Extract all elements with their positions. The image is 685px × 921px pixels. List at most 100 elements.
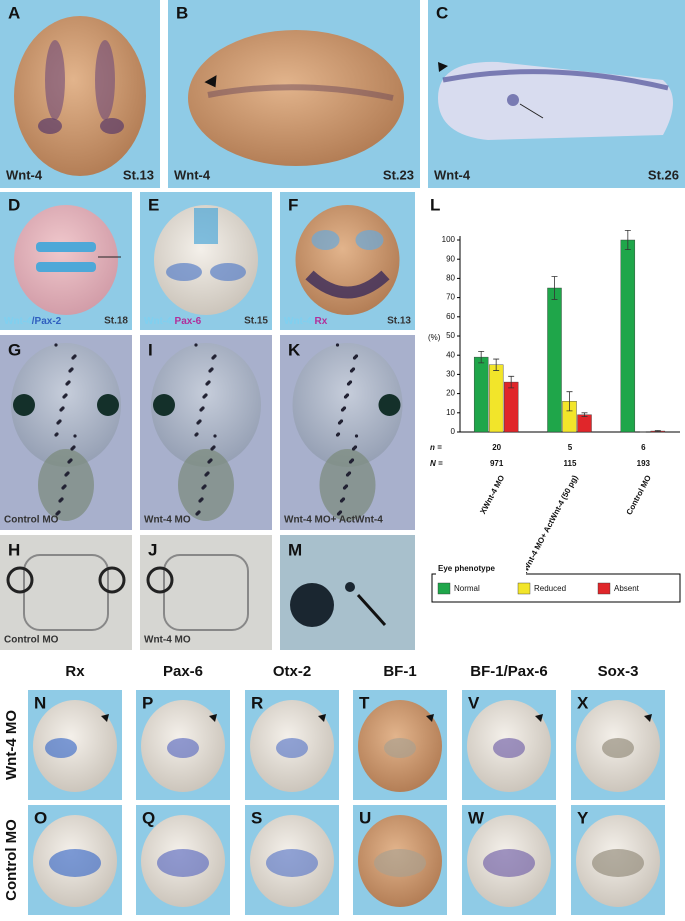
column-header: Pax-6 — [163, 663, 203, 680]
stain — [276, 738, 308, 758]
panel-letter: K — [288, 340, 301, 359]
melanophore — [201, 406, 205, 410]
panel-letter: R — [251, 693, 263, 712]
x-tick-label: XWnt-4 MO — [478, 474, 506, 516]
error-bar — [624, 230, 631, 250]
stain — [384, 738, 416, 758]
melanophore — [195, 432, 199, 436]
melanophore — [64, 393, 68, 397]
stain — [207, 84, 394, 101]
panel-label: Wnt-4 MO+ ActWnt-4 — [284, 515, 383, 526]
panel-letter: P — [142, 693, 153, 712]
legend-label: Reduced — [534, 584, 566, 593]
error-bar — [493, 358, 500, 371]
panel-letter: C — [436, 3, 448, 22]
panel-gene: Wnt-4 — [434, 167, 471, 182]
tadpole — [151, 343, 261, 467]
melanophore — [348, 380, 353, 384]
gene-1: Wnt-4 — [4, 316, 32, 327]
n-value: 6 — [641, 443, 646, 452]
eye — [13, 394, 35, 416]
eye — [378, 394, 401, 416]
melanophore — [72, 445, 76, 449]
panel-letter: E — [148, 195, 159, 214]
arrowhead — [438, 62, 448, 72]
y-tick-label: 40 — [446, 350, 455, 359]
bar — [620, 239, 636, 433]
y-tick-label: 90 — [446, 254, 455, 263]
melanophore — [209, 458, 213, 462]
panel-stage: St.26 — [648, 167, 679, 182]
melanophore — [73, 354, 77, 358]
stain — [166, 263, 202, 281]
panel-label: Control MO — [4, 515, 59, 526]
y-tick-label: 100 — [442, 235, 456, 244]
melanophore — [63, 484, 67, 488]
panel-gene: Wnt-4 — [6, 167, 43, 182]
arrowhead — [644, 714, 652, 722]
legend-title: Eye phenotype — [438, 564, 495, 573]
stain — [157, 849, 209, 877]
melanophore — [336, 432, 341, 436]
gene-1: Wnt-4/ — [284, 316, 315, 327]
panel-letter: Q — [142, 808, 155, 827]
panel-letter: Y — [577, 808, 589, 827]
arrowhead — [204, 75, 217, 88]
melanophore — [54, 343, 58, 347]
y-tick-label: 80 — [446, 274, 455, 283]
panel-letter: I — [148, 340, 153, 359]
y-tick-label: 70 — [446, 293, 455, 302]
stain — [311, 230, 340, 250]
gene-1: Wnt-4/ — [144, 316, 175, 327]
melanophore — [210, 367, 214, 371]
legend-box — [431, 573, 681, 603]
stain — [49, 849, 101, 877]
N-value: 971 — [490, 459, 504, 468]
stain — [194, 208, 218, 244]
error-bar — [508, 375, 515, 389]
N-value: 193 — [637, 459, 651, 468]
stain — [210, 263, 246, 281]
melanophore — [58, 419, 62, 423]
panel-letter: M — [288, 540, 302, 559]
column-header: Rx — [65, 663, 85, 680]
N-value: 115 — [564, 459, 577, 468]
melanophore — [73, 434, 77, 438]
gene-2: Rx — [315, 316, 328, 327]
error-bar — [551, 276, 558, 300]
panel-letter: D — [8, 195, 20, 214]
melanophore — [213, 434, 217, 438]
panel-stage: St.15 — [244, 316, 268, 327]
embryo — [154, 205, 258, 315]
panel-genes: Wnt-4/Pax-6 — [144, 316, 202, 327]
melanophore — [203, 484, 207, 488]
melanophore — [67, 380, 71, 384]
panel-stage: St.23 — [383, 167, 414, 182]
panel-stage: St.13 — [387, 316, 411, 327]
melanophore — [345, 393, 350, 397]
gene-2: /Pax-2 — [32, 316, 62, 327]
small-eye — [345, 582, 355, 592]
error-bar — [581, 412, 588, 418]
melanophore — [351, 367, 356, 371]
bar — [503, 381, 519, 433]
arrowhead — [535, 714, 543, 722]
panel-label: Control MO — [4, 635, 59, 646]
embryo — [14, 16, 146, 176]
melanophore — [198, 419, 202, 423]
stain — [355, 230, 384, 250]
gene-2: Pax-6 — [175, 316, 202, 327]
arrow — [356, 593, 387, 627]
melanophore — [342, 406, 347, 410]
stain — [493, 738, 525, 758]
melanophore — [70, 367, 74, 371]
panel-letter: S — [251, 808, 262, 827]
panel-letter: B — [176, 3, 188, 22]
stain — [36, 242, 96, 252]
panel-stage: St.18 — [104, 316, 128, 327]
panel-label: Wnt-4 MO — [144, 515, 191, 526]
melanophore — [335, 343, 340, 347]
tadpole — [11, 343, 121, 467]
embryo — [438, 61, 673, 140]
